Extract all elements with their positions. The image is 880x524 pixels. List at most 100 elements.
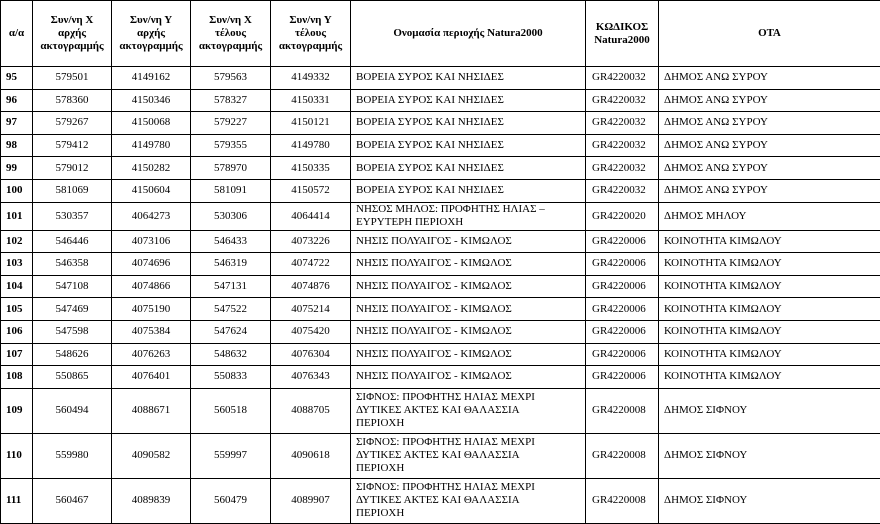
row-number: 109 — [6, 404, 23, 417]
x-end: 546433 — [214, 234, 247, 247]
y-end-cell: 4088705 — [270, 387, 351, 434]
natura-code: GR4220032 — [592, 71, 646, 84]
natura-code-cell: GR4220008 — [585, 477, 659, 524]
y-end-cell: 4089907 — [270, 477, 351, 524]
row-number: 106 — [6, 325, 23, 338]
area-name: ΝΗΣΙΣ ΠΟΛΥΑΙΓΟΣ - ΚΙΜΩΛΟΣ — [356, 257, 512, 270]
x-end: 578970 — [214, 161, 247, 174]
y-end: 4076343 — [291, 370, 330, 383]
y-start: 4150282 — [131, 161, 171, 174]
natura-code: GR4220006 — [592, 280, 646, 293]
x-start-cell: 547469 — [32, 297, 112, 321]
x-end: 560479 — [214, 494, 247, 507]
x-end-cell: 579563 — [190, 66, 271, 90]
y-end: 4074876 — [291, 280, 330, 293]
x-end: 581091 — [214, 184, 247, 197]
municipality: ΔΗΜΟΣ ΣΙΦΝΟΥ — [664, 494, 748, 507]
row-number: 102 — [6, 234, 23, 247]
area-name: ΣΙΦΝΟΣ: ΠΡΟΦΗΤΗΣ ΗΛΙΑΣ ΜΕΧΡΙ ΔΥΤΙΚΕΣ ΑΚΤ… — [356, 481, 535, 520]
table-row: 107 548626 4076263 548632 4076304 ΝΗΣΙΣ ΠΟΛΥΑ… — [0, 342, 880, 367]
y-end: 4088705 — [291, 404, 330, 417]
row-number-cell: 95 — [0, 66, 33, 90]
y-end: 4150331 — [291, 93, 330, 106]
x-start-cell: 560494 — [32, 387, 112, 434]
y-end: 4150572 — [291, 184, 330, 197]
municipality-cell: ΚΟΙΝΟΤΗΤΑ ΚΙΜΩΛΟΥ — [658, 365, 880, 389]
area-name-cell: ΒΟΡΕΙΑ ΣΥΡΟΣ ΚΑΙ ΝΗΣΙΔΕΣ — [350, 66, 586, 90]
row-number: 110 — [6, 449, 22, 462]
header-text: ΚΩΔΙΚΟΣ — [595, 20, 649, 33]
natura-code: GR4220032 — [592, 116, 646, 129]
y-end-cell: 4150331 — [270, 88, 351, 113]
x-end: 559997 — [214, 449, 247, 462]
x-end: 547522 — [214, 302, 247, 315]
natura-code-cell: GR4220008 — [585, 432, 659, 479]
header-text: ακτογραμμής — [278, 40, 343, 52]
area-name-cell: ΣΙΦΝΟΣ: ΠΡΟΦΗΤΗΣ ΗΛΙΑΣ ΜΕΧΡΙ ΔΥΤΙΚΕΣ ΑΚΤ… — [350, 432, 586, 479]
x-end: 550833 — [214, 370, 247, 383]
row-number: 96 — [6, 93, 17, 106]
header-text: α/α — [8, 27, 25, 39]
header-text: αρχής — [58, 27, 86, 39]
y-start-cell: 4150604 — [111, 178, 191, 203]
x-start-cell: 546446 — [32, 229, 112, 254]
area-name: ΣΙΦΝΟΣ: ΠΡΟΦΗΤΗΣ ΗΛΙΑΣ ΜΕΧΡΙ ΔΥΤΙΚΕΣ ΑΚΤ… — [356, 436, 535, 475]
y-start-cell: 4150068 — [111, 111, 191, 135]
area-name: ΝΗΣΙΣ ΠΟΛΥΑΙΓΟΣ - ΚΙΜΩΛΟΣ — [356, 302, 512, 315]
x-start-cell: 579267 — [32, 111, 112, 135]
municipality-cell: ΔΗΜΟΣ ΣΙΦΝΟΥ — [658, 387, 880, 434]
header-text: αρχής — [137, 27, 165, 39]
x-start: 530357 — [55, 209, 89, 222]
x-end-cell: 579227 — [190, 111, 271, 135]
municipality-cell: ΚΟΙΝΟΤΗΤΑ ΚΙΜΩΛΟΥ — [658, 342, 880, 367]
municipality: ΚΟΙΝΟΤΗΤΑ ΚΙΜΩΛΟΥ — [664, 302, 782, 315]
y-start-cell: 4090582 — [111, 432, 191, 479]
x-start: 560467 — [55, 494, 89, 507]
x-end-cell: 560518 — [190, 387, 271, 434]
y-end-cell: 4074876 — [270, 274, 351, 299]
natura-code-cell: GR4220006 — [585, 229, 659, 254]
municipality-cell: ΚΟΙΝΟΤΗΤΑ ΚΙΜΩΛΟΥ — [658, 319, 880, 344]
y-start: 4074866 — [131, 280, 171, 293]
x-end-cell: 547624 — [190, 319, 271, 344]
y-start: 4149162 — [131, 71, 171, 84]
table-row: 111 560467 4089839 560479 4089907 ΣΙΦΝΟΣ: ΠΡΟ… — [0, 477, 880, 524]
header-text: Συν/νη Υ — [129, 14, 173, 26]
x-end-cell: 546433 — [190, 229, 271, 254]
y-start: 4150068 — [131, 116, 171, 129]
x-start: 547108 — [55, 280, 89, 293]
natura-code: GR4220032 — [592, 161, 646, 174]
area-name: ΝΗΣΙΣ ΠΟΛΥΑΙΓΟΣ - ΚΙΜΩΛΟΣ — [356, 325, 512, 338]
area-name-cell: ΝΗΣΙΣ ΠΟΛΥΑΙΓΟΣ - ΚΙΜΩΛΟΣ — [350, 252, 586, 276]
x-start: 579267 — [55, 116, 89, 129]
table-row: 101 530357 4064273 530306 4064414 ΝΗΣΟΣ ΜΗΛΟΣ… — [0, 201, 880, 231]
municipality-cell: ΔΗΜΟΣ ΑΝΩ ΣΥΡΟΥ — [658, 156, 880, 180]
row-number: 99 — [6, 161, 17, 174]
municipality: ΔΗΜΟΣ ΑΝΩ ΣΥΡΟΥ — [664, 71, 768, 84]
row-number-cell: 109 — [0, 387, 33, 434]
y-start-cell: 4064273 — [111, 201, 191, 231]
municipality: ΔΗΜΟΣ ΑΝΩ ΣΥΡΟΥ — [664, 161, 768, 174]
x-start-cell: 530357 — [32, 201, 112, 231]
y-start-cell: 4149162 — [111, 66, 191, 90]
x-end-cell: 530306 — [190, 201, 271, 231]
x-start: 548626 — [55, 347, 89, 360]
natura-code-cell: GR4220006 — [585, 319, 659, 344]
x-start-cell: 560467 — [32, 477, 112, 524]
x-end-cell: 559997 — [190, 432, 271, 479]
y-start-cell: 4150282 — [111, 156, 191, 180]
table-row: 108 550865 4076401 550833 4076343 ΝΗΣΙΣ ΠΟΛΥΑ… — [0, 365, 880, 389]
x-start-cell: 547108 — [32, 274, 112, 299]
row-number-cell: 108 — [0, 365, 33, 389]
x-end: 579563 — [214, 71, 247, 84]
natura-code: GR4220032 — [592, 139, 646, 152]
y-end-cell: 4149332 — [270, 66, 351, 90]
natura-code-cell: GR4220032 — [585, 88, 659, 113]
x-start: 578360 — [55, 93, 89, 106]
natura-code-cell: GR4220020 — [585, 201, 659, 231]
natura-code-cell: GR4220006 — [585, 274, 659, 299]
